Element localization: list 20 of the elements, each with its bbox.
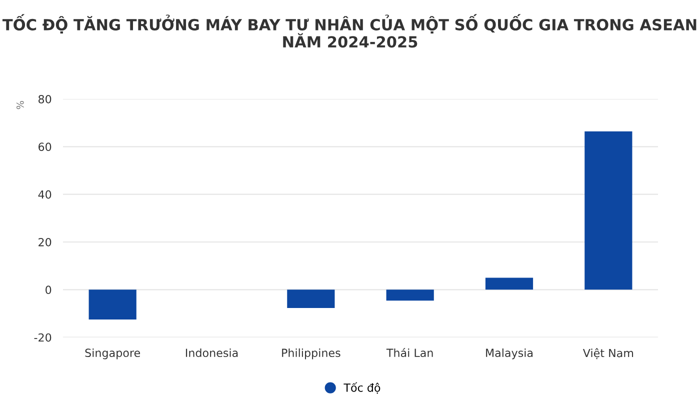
x-tick-label: Malaysia xyxy=(486,348,533,360)
chart-title: TỐC ĐỘ TĂNG TRƯỞNG MÁY BAY TƯ NHÂN CỦA MỘT SỐ QUỐC GIA TRONG ASEAN NĂM 2024-2025 xyxy=(2,14,696,48)
y-tick-label: -20 xyxy=(34,333,52,342)
x-tick-label: Việt Nam xyxy=(582,348,634,360)
bar xyxy=(88,290,136,320)
x-tick-label: Indonesia xyxy=(186,348,238,358)
bar xyxy=(287,290,335,308)
x-tick-label: Thái Lan xyxy=(386,348,433,358)
bar xyxy=(584,131,632,290)
bar xyxy=(386,290,434,301)
bar xyxy=(485,278,534,290)
legend-label: Tốc độ xyxy=(344,382,380,394)
x-tick-label: Singapore xyxy=(85,348,140,360)
y-tick-label: 80 xyxy=(38,94,52,104)
y-tick-label: 20 xyxy=(38,238,52,246)
y-tick-label: 0 xyxy=(46,286,52,294)
x-tick-label: Philippines xyxy=(282,348,340,360)
y-axis-title: % xyxy=(16,100,24,110)
y-tick-label: 40 xyxy=(38,190,52,199)
y-tick-label: 60 xyxy=(38,142,52,152)
